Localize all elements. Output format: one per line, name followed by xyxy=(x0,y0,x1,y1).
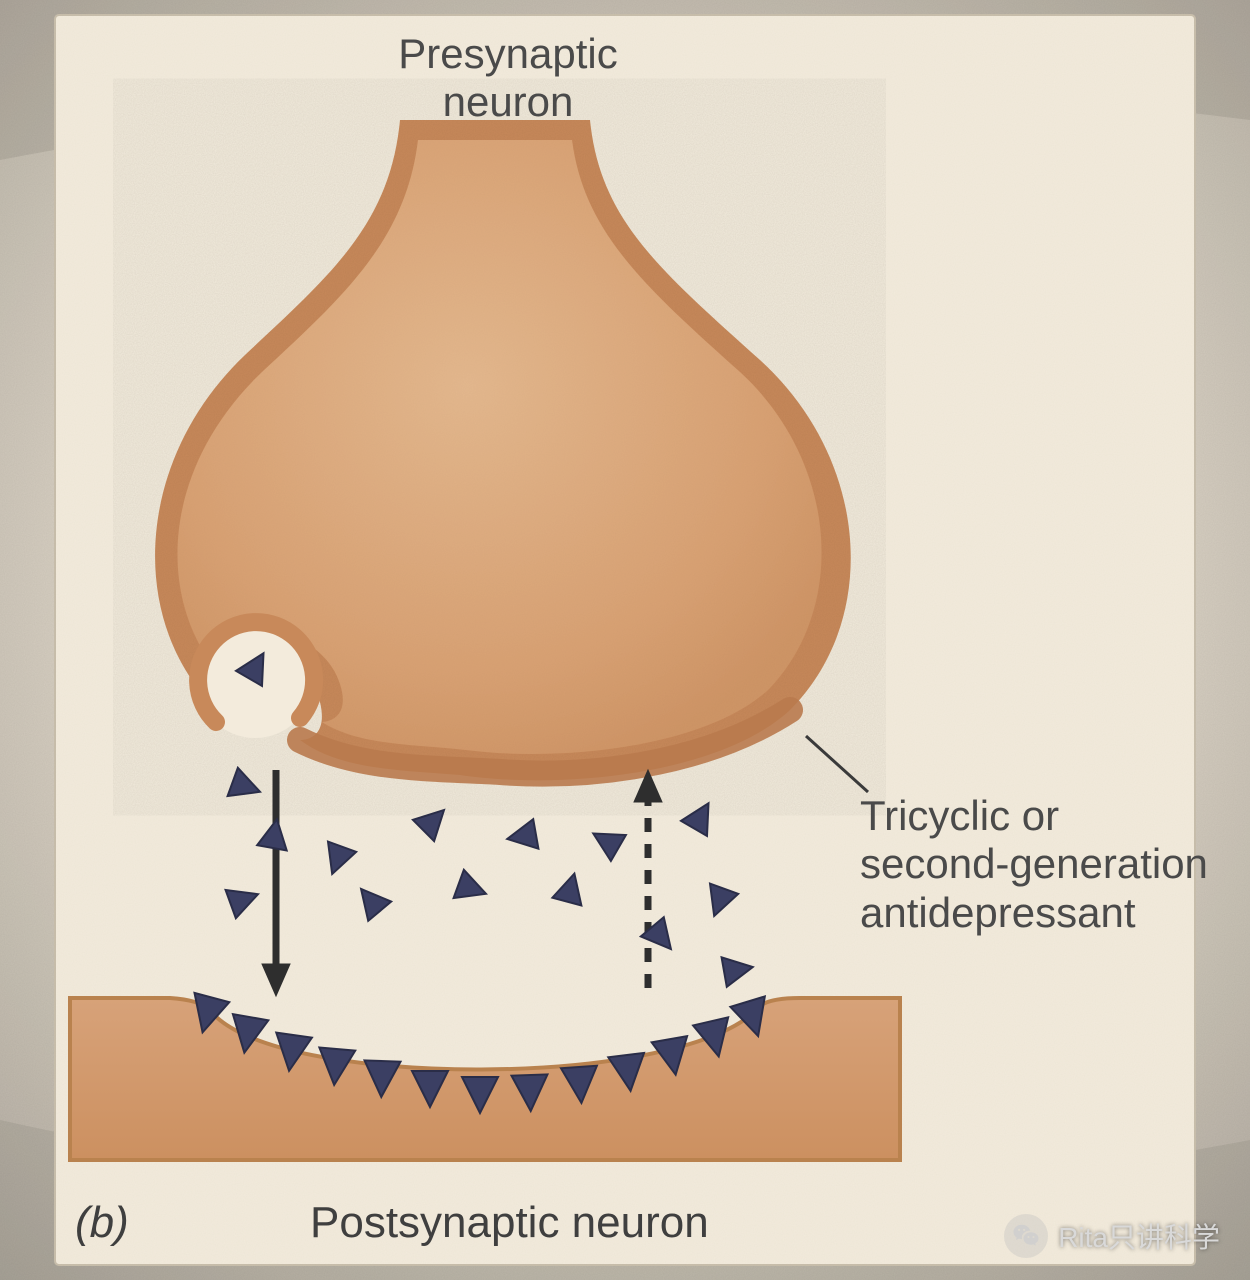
label-presynaptic-line1: Presynaptic xyxy=(398,30,617,77)
watermark: Rita只讲科学 xyxy=(1004,1214,1220,1258)
diagram-page: Presynaptic neuron Tricyclic or second-g… xyxy=(0,0,1250,1280)
label-presynaptic: Presynaptic neuron xyxy=(378,30,638,127)
label-drug-line3: antidepressant xyxy=(860,889,1136,936)
label-postsynaptic: Postsynaptic neuron xyxy=(310,1198,709,1249)
label-panel: (b) xyxy=(75,1198,129,1249)
diagram-svg xyxy=(0,0,1250,1280)
label-drug: Tricyclic or second-generation antidepre… xyxy=(860,792,1208,937)
label-presynaptic-line2: neuron xyxy=(443,78,574,125)
label-drug-line1: Tricyclic or xyxy=(860,792,1059,839)
label-drug-line2: second-generation xyxy=(860,840,1208,887)
wechat-icon xyxy=(1004,1214,1048,1258)
watermark-text: Rita只讲科学 xyxy=(1058,1216,1220,1256)
